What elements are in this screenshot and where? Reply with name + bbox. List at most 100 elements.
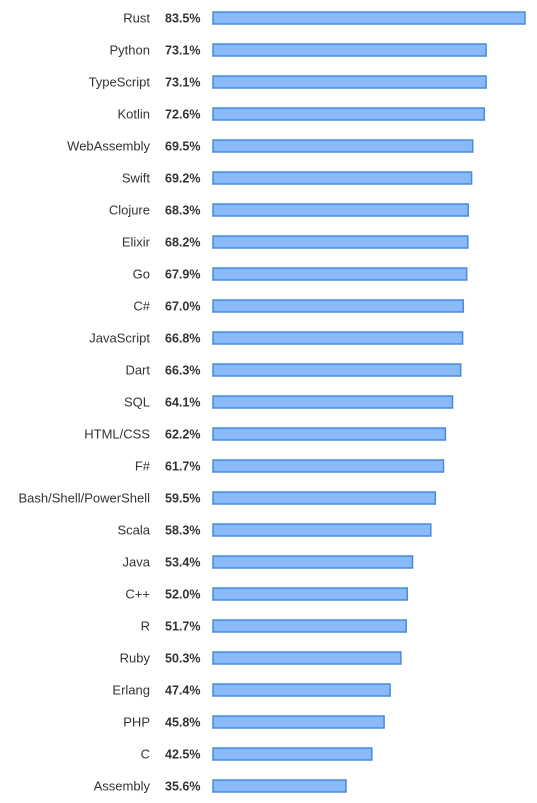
bar-row: JavaScript 66.8%: [89, 331, 464, 346]
category-label: R: [141, 619, 150, 634]
category-label: Rust: [123, 11, 150, 26]
value-label: 69.2%: [165, 172, 200, 186]
bar-row: WebAssembly 69.5%: [67, 139, 474, 154]
bar-row: Clojure 68.3%: [109, 203, 469, 218]
category-label: Assembly: [94, 779, 151, 794]
value-label: 83.5%: [165, 12, 200, 26]
bar-row: PHP 45.8%: [123, 715, 385, 730]
bar: [212, 619, 407, 633]
bar-row: R 51.7%: [141, 619, 407, 634]
bar: [212, 779, 347, 793]
chart-rows: Rust 83.5% Python 73.1% TypeScript 73.1% Kotli…: [18, 11, 526, 794]
bar: [212, 235, 469, 249]
value-label: 47.4%: [165, 684, 200, 698]
bar: [212, 427, 447, 441]
value-label: 35.6%: [165, 780, 200, 794]
bar-row: Rust 83.5%: [123, 11, 526, 26]
value-label: 59.5%: [165, 492, 200, 506]
value-label: 67.0%: [165, 300, 200, 314]
value-label: 61.7%: [165, 460, 200, 474]
bar-row: Scala 58.3%: [117, 523, 432, 538]
bar-row: C 42.5%: [141, 747, 373, 762]
category-label: TypeScript: [89, 75, 151, 90]
category-label: Bash/Shell/PowerShell: [18, 491, 150, 506]
bar: [212, 651, 402, 665]
category-label: Dart: [125, 363, 150, 378]
category-label: C: [141, 747, 150, 762]
bar: [212, 363, 462, 377]
bar-row: Python 73.1%: [110, 43, 487, 58]
bar: [212, 395, 454, 409]
value-label: 53.4%: [165, 556, 200, 570]
value-label: 50.3%: [165, 652, 200, 666]
category-label: Ruby: [120, 651, 151, 666]
value-label: 64.1%: [165, 396, 200, 410]
bar: [212, 747, 373, 761]
bar-row: Swift 69.2%: [122, 171, 473, 186]
value-label: 45.8%: [165, 716, 200, 730]
bar: [212, 43, 487, 57]
value-label: 68.2%: [165, 236, 200, 250]
bar: [212, 203, 469, 217]
category-label: Scala: [117, 523, 150, 538]
bar: [212, 523, 432, 537]
category-label: Clojure: [109, 203, 150, 218]
category-label: HTML/CSS: [84, 427, 150, 442]
category-label: Python: [110, 43, 150, 58]
bar-row: Assembly 35.6%: [94, 779, 347, 794]
bar: [212, 171, 473, 185]
category-label: Java: [123, 555, 151, 570]
bar: [212, 331, 464, 345]
bar-row: C++ 52.0%: [125, 587, 409, 602]
category-label: Go: [133, 267, 150, 282]
category-label: JavaScript: [89, 331, 150, 346]
value-label: 51.7%: [165, 620, 200, 634]
bar-row: TypeScript 73.1%: [89, 75, 487, 90]
bar-row: Go 67.9%: [133, 267, 468, 282]
bar: [212, 75, 487, 89]
bar-row: Bash/Shell/PowerShell 59.5%: [18, 491, 437, 506]
value-label: 73.1%: [165, 76, 200, 90]
bar-row: C# 67.0%: [133, 299, 465, 314]
bar: [212, 555, 414, 569]
bar-row: F# 61.7%: [135, 459, 445, 474]
bar-row: Java 53.4%: [123, 555, 414, 570]
bar: [212, 11, 526, 25]
bar-row: Kotlin 72.6%: [117, 107, 486, 122]
value-label: 52.0%: [165, 588, 200, 602]
bar-row: HTML/CSS 62.2%: [84, 427, 447, 442]
category-label: C++: [125, 587, 150, 602]
bar: [212, 491, 437, 505]
category-label: Swift: [122, 171, 151, 186]
value-label: 67.9%: [165, 268, 200, 282]
bar: [212, 459, 445, 473]
category-label: WebAssembly: [67, 139, 150, 154]
value-label: 62.2%: [165, 428, 200, 442]
category-label: SQL: [124, 395, 150, 410]
bar-row: Dart 66.3%: [125, 363, 462, 378]
category-label: F#: [135, 459, 151, 474]
value-label: 66.3%: [165, 364, 200, 378]
value-label: 73.1%: [165, 44, 200, 58]
bar-row: Elixir 68.2%: [122, 235, 469, 250]
category-label: C#: [133, 299, 150, 314]
bar: [212, 299, 465, 313]
value-label: 58.3%: [165, 524, 200, 538]
bar: [212, 267, 468, 281]
category-label: Erlang: [112, 683, 150, 698]
bar: [212, 107, 486, 121]
value-label: 72.6%: [165, 108, 200, 122]
value-label: 69.5%: [165, 140, 200, 154]
bar: [212, 587, 409, 601]
category-label: Elixir: [122, 235, 151, 250]
bar: [212, 715, 385, 729]
bar: [212, 683, 391, 697]
value-label: 68.3%: [165, 204, 200, 218]
category-label: PHP: [123, 715, 150, 730]
value-label: 42.5%: [165, 748, 200, 762]
bar-row: Erlang 47.4%: [112, 683, 391, 698]
bar: [212, 139, 474, 153]
bar-row: SQL 64.1%: [124, 395, 454, 410]
bar-row: Ruby 50.3%: [120, 651, 402, 666]
